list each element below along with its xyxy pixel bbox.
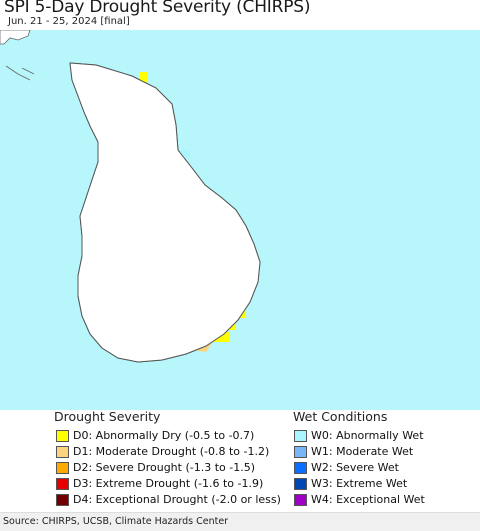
drought-legend-title: Drought Severity [54, 409, 161, 424]
drought-map [0, 30, 480, 410]
swatch-d1 [56, 445, 69, 458]
swatch-d2 [56, 461, 69, 474]
swatch-d3 [56, 477, 69, 490]
legend-item-w1: W1: Moderate Wet [294, 444, 413, 459]
swatch-w1 [294, 445, 307, 458]
swatch-w0 [294, 429, 307, 442]
source-footer: Source: CHIRPS, UCSB, Climate Hazards Ce… [0, 512, 480, 531]
swatch-d0 [56, 429, 69, 442]
legend-item-w4: W4: Exceptional Wet [294, 492, 425, 507]
legend-item-d3: D3: Extreme Drought (-1.6 to -1.9) [56, 476, 263, 491]
swatch-w4 [294, 493, 307, 506]
legend-item-d1: D1: Moderate Drought (-0.8 to -1.2) [56, 444, 269, 459]
swatch-w3 [294, 477, 307, 490]
india-coast [0, 30, 31, 45]
swatch-d4 [56, 493, 69, 506]
map-subtitle: Jun. 21 - 25, 2024 [final] [8, 16, 130, 27]
legend-item-w3: W3: Extreme Wet [294, 476, 407, 491]
legend: Drought Severity Wet Conditions D0: Abno… [0, 409, 480, 512]
legend-item-d4: D4: Exceptional Drought (-2.0 or less) [56, 492, 281, 507]
legend-item-w0: W0: Abnormally Wet [294, 428, 424, 443]
wet-legend-title: Wet Conditions [293, 409, 388, 424]
india-coast-lines [5, 65, 35, 81]
map-title: SPI 5-Day Drought Severity (CHIRPS) [4, 0, 311, 17]
legend-item-d0: D0: Abnormally Dry (-0.5 to -0.7) [56, 428, 254, 443]
legend-item-d2: D2: Severe Drought (-1.3 to -1.5) [56, 460, 255, 475]
legend-item-w2: W2: Severe Wet [294, 460, 399, 475]
source-text: Source: CHIRPS, UCSB, Climate Hazards Ce… [3, 516, 229, 527]
swatch-w2 [294, 461, 307, 474]
